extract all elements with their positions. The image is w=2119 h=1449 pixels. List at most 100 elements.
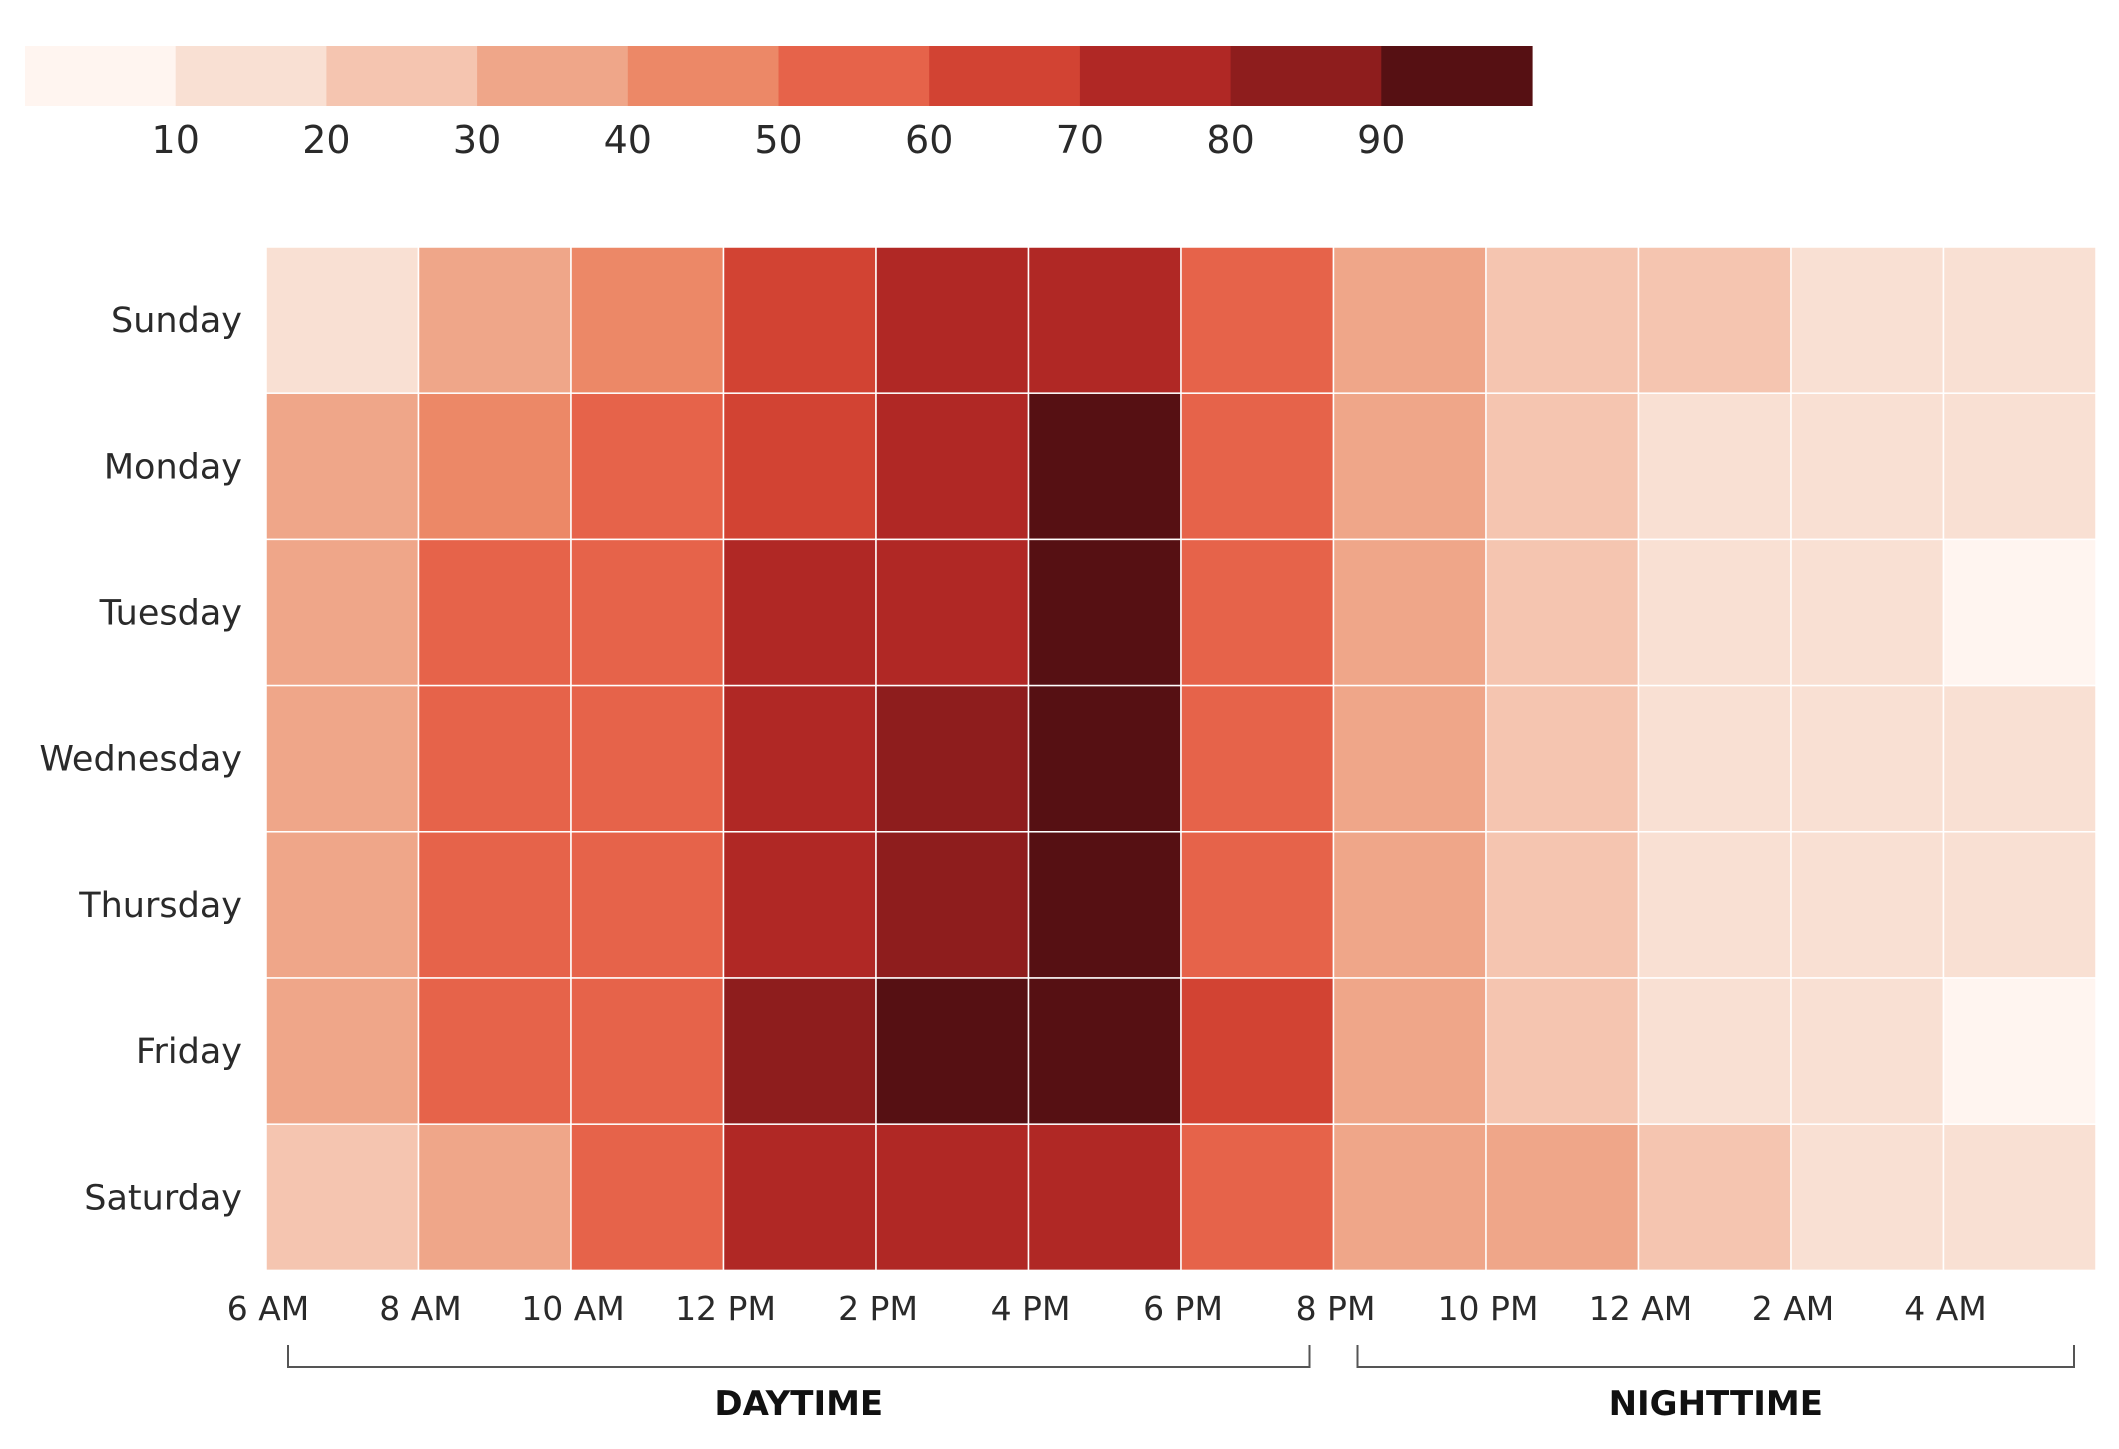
heatmap-cells: [265, 246, 2097, 1272]
period-label-daytime: DAYTIME: [714, 1384, 883, 1424]
col-label-12-am: 12 AM: [1589, 1289, 1693, 1328]
row-label-wednesday: Wednesday: [39, 740, 242, 780]
heatmap-cell-wednesday-8-pm: [1332, 684, 1487, 833]
heatmap-cell-friday-2-am: [1790, 977, 1945, 1125]
legend-tick-label: 30: [453, 118, 501, 162]
heatmap-cell-saturday-6-am: [265, 1123, 420, 1272]
legend-swatch-3: [477, 46, 629, 106]
day-labels: Sunday Monday Tuesday Wednesday Thursday Frid…: [39, 301, 242, 1218]
period-bracket-daytime: [287, 1345, 1311, 1368]
heatmap-cell-monday-6-am: [265, 392, 420, 541]
heatmap-cell-sunday-2-pm: [875, 246, 1030, 394]
heatmap-cell-saturday-8-am: [417, 1123, 572, 1272]
heatmap-cell-saturday-12-am: [1637, 1123, 1792, 1272]
period-brackets: DAYTIME NIGHTTIME: [287, 1345, 2075, 1424]
color-legend: 10 20 30 40 50 60 70 80 90: [25, 46, 1533, 162]
heatmap-cell-monday-10-am: [570, 392, 725, 541]
heatmap-cell-tuesday-6-am: [265, 538, 420, 687]
row-label-saturday: Saturday: [84, 1178, 242, 1218]
legend-swatch-9: [1381, 46, 1533, 106]
legend-tick-label: 70: [1056, 118, 1104, 162]
heatmap-cell-sunday-10-am: [570, 246, 725, 394]
legend-tick-label: 90: [1357, 118, 1405, 162]
heatmap-cell-thursday-2-pm: [875, 831, 1030, 979]
heatmap-cell-sunday-8-am: [417, 246, 572, 394]
heatmap-cell-tuesday-2-am: [1790, 538, 1945, 687]
heatmap-cell-wednesday-2-pm: [875, 684, 1030, 833]
legend-swatch-0: [25, 46, 177, 106]
period-bracket-nighttime: [1356, 1345, 2075, 1368]
col-label-8-pm: 8 PM: [1296, 1289, 1376, 1328]
row-label-tuesday: Tuesday: [99, 594, 242, 634]
col-label-6-pm: 6 PM: [1143, 1289, 1223, 1328]
heatmap-cell-monday-2-am: [1790, 392, 1945, 541]
heatmap-cell-thursday-4-pm: [1027, 831, 1182, 979]
heatmap-cell-thursday-4-am: [1942, 831, 2097, 979]
heatmap-cell-saturday-2-am: [1790, 1123, 1945, 1272]
heatmap-cell-sunday-4-pm: [1027, 246, 1182, 394]
heatmap-cell-monday-4-am: [1942, 392, 2097, 541]
heatmap-cell-saturday-8-pm: [1332, 1123, 1487, 1272]
heatmap-cell-saturday-10-am: [570, 1123, 725, 1272]
heatmap-cell-tuesday-8-am: [417, 538, 572, 687]
heatmap-cell-tuesday-12-pm: [722, 538, 877, 687]
heatmap-cell-monday-12-am: [1637, 392, 1792, 541]
heatmap-cell-friday-10-am: [570, 977, 725, 1125]
heatmap-cell-friday-10-pm: [1485, 977, 1640, 1125]
heatmap-cell-wednesday-8-am: [417, 684, 572, 833]
heatmap-cell-monday-2-pm: [875, 392, 1030, 541]
legend-swatch-4: [627, 46, 780, 106]
heatmap-cell-sunday-6-am: [265, 246, 420, 394]
heatmap-cell-saturday-4-pm: [1027, 1123, 1182, 1272]
heatmap-cell-wednesday-4-pm: [1027, 684, 1182, 833]
heatmap-cell-monday-4-pm: [1027, 392, 1182, 541]
legend-tick-label: 60: [905, 118, 953, 162]
legend-swatch-8: [1230, 46, 1382, 106]
legend-swatch-1: [175, 46, 327, 106]
heatmap-cell-friday-4-pm: [1027, 977, 1182, 1125]
heatmap-cell-tuesday-12-am: [1637, 538, 1792, 687]
heatmap-cell-wednesday-10-pm: [1485, 684, 1640, 833]
heatmap-cell-thursday-8-am: [417, 831, 572, 979]
heatmap-cell-tuesday-4-pm: [1027, 538, 1182, 687]
heatmap-cell-saturday-4-am: [1942, 1123, 2097, 1272]
heatmap-cell-tuesday-6-pm: [1180, 538, 1335, 687]
heatmap-cell-monday-8-pm: [1332, 392, 1487, 541]
heatmap-cell-thursday-2-am: [1790, 831, 1945, 979]
heatmap-cell-friday-6-am: [265, 977, 420, 1125]
heatmap-cell-friday-8-pm: [1332, 977, 1487, 1125]
heatmap-cell-friday-4-am: [1942, 977, 2097, 1125]
heatmap-cell-wednesday-6-pm: [1180, 684, 1335, 833]
col-label-10-pm: 10 PM: [1438, 1289, 1539, 1328]
heatmap-cell-monday-10-pm: [1485, 392, 1640, 541]
col-label-10-am: 10 AM: [521, 1289, 625, 1328]
heatmap-cell-thursday-12-am: [1637, 831, 1792, 979]
heatmap-cell-friday-2-pm: [875, 977, 1030, 1125]
row-label-sunday: Sunday: [111, 301, 242, 341]
heatmap-cell-thursday-12-pm: [722, 831, 877, 979]
heatmap-cell-thursday-6-pm: [1180, 831, 1335, 979]
legend-swatch-7: [1079, 46, 1232, 106]
col-label-6-am: 6 AM: [227, 1289, 310, 1328]
heatmap-cell-thursday-10-pm: [1485, 831, 1640, 979]
heatmap-cell-tuesday-2-pm: [875, 538, 1030, 687]
heatmap-cell-sunday-10-pm: [1485, 246, 1640, 394]
heatmap-cell-sunday-8-pm: [1332, 246, 1487, 394]
legend-tick-label: 10: [152, 118, 200, 162]
col-label-4-pm: 4 PM: [991, 1289, 1071, 1328]
col-label-8-am: 8 AM: [379, 1289, 462, 1328]
heatmap-cell-thursday-6-am: [265, 831, 420, 979]
heatmap-cell-tuesday-8-pm: [1332, 538, 1487, 687]
heatmap-cell-wednesday-2-am: [1790, 684, 1945, 833]
heatmap-cell-wednesday-10-am: [570, 684, 725, 833]
heatmap-cell-saturday-12-pm: [722, 1123, 877, 1272]
heatmap-cell-wednesday-4-am: [1942, 684, 2097, 833]
legend-tick-label: 80: [1206, 118, 1254, 162]
heatmap-cell-sunday-12-pm: [722, 246, 877, 394]
legend-swatch-2: [326, 46, 478, 106]
period-label-nighttime: NIGHTTIME: [1609, 1384, 1823, 1424]
heatmap-cell-saturday-10-pm: [1485, 1123, 1640, 1272]
legend-tick-label: 40: [604, 118, 652, 162]
heatmap-cell-sunday-2-am: [1790, 246, 1945, 394]
